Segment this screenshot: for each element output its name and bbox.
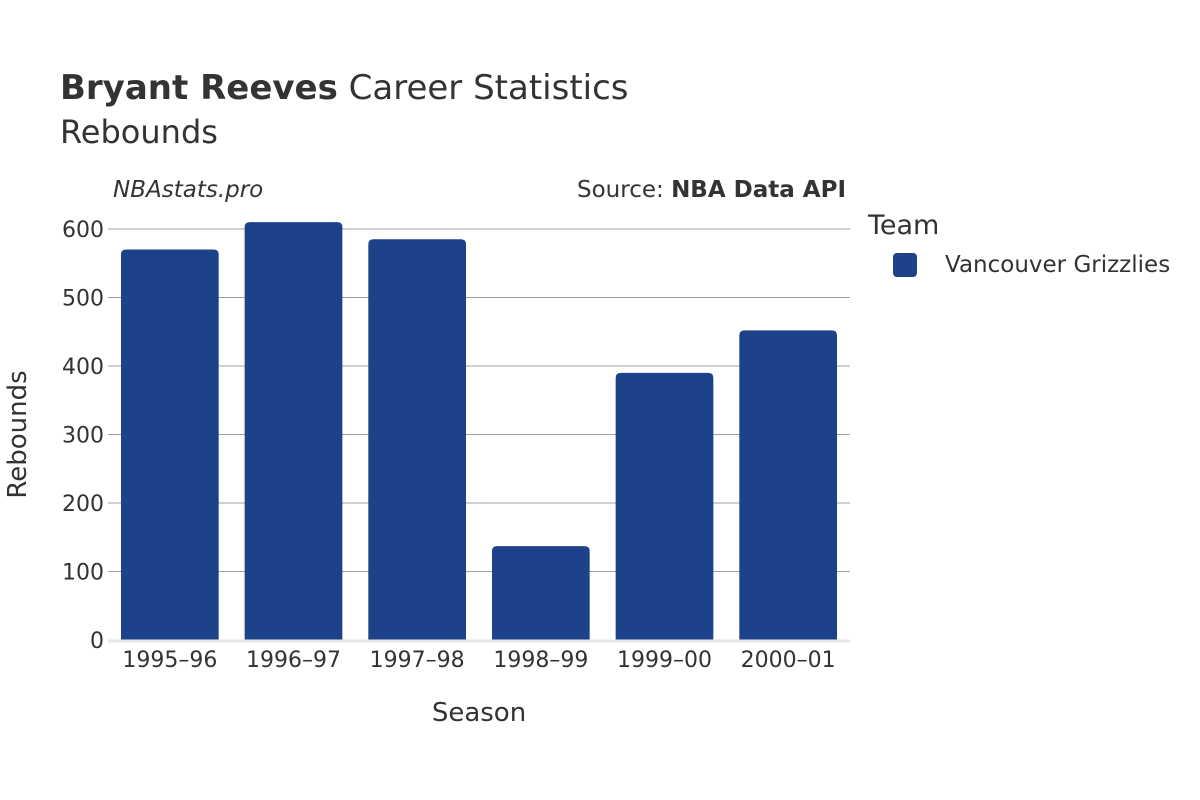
bar-1998–99[interactable] — [491, 546, 590, 640]
chart-subtitle: Rebounds — [60, 113, 218, 151]
bars — [120, 222, 838, 641]
chart-title: Bryant Reeves Career Statistics — [60, 68, 629, 108]
y-tick-label: 200 — [62, 492, 104, 517]
y-tick-label: 500 — [62, 287, 104, 312]
site-credit: NBAstats.pro — [113, 177, 264, 203]
x-tick-label: 1996–97 — [246, 648, 341, 673]
y-tick-label: 600 — [62, 218, 104, 243]
y-axis-title: Rebounds — [3, 370, 33, 498]
bar-1995–96[interactable] — [120, 249, 219, 641]
source-credit: Source: NBA Data API — [577, 177, 846, 203]
grid-lines — [108, 228, 850, 572]
bar-1999–00[interactable] — [615, 372, 714, 640]
bar-1996–97[interactable] — [244, 222, 343, 640]
legend-item-vancouver-grizzlies[interactable]: Vancouver Grizzlies — [893, 252, 1170, 278]
legend-swatch — [893, 253, 917, 277]
y-tick-label: 300 — [62, 424, 104, 449]
x-tick-label: 1997–98 — [370, 648, 465, 673]
bar-1997–98[interactable] — [368, 239, 467, 640]
axes: 0 100 200 300 400 500 600 1995–96 1996–97 1997–98… — [3, 218, 850, 728]
x-tick-label: 1995–96 — [122, 648, 217, 673]
chart-title-rest: Career Statistics — [337, 68, 629, 108]
y-tick-label: 100 — [62, 561, 104, 586]
bar-2000–01[interactable] — [739, 330, 838, 640]
y-tick-label: 0 — [90, 629, 104, 654]
x-tick-label: 1998–99 — [493, 648, 588, 673]
x-tick-label: 2000–01 — [741, 648, 836, 673]
source-name: NBA Data API — [671, 177, 846, 203]
x-tick-label: 1999–00 — [617, 648, 712, 673]
x-axis-title: Season — [432, 698, 526, 728]
legend-label: Vancouver Grizzlies — [945, 252, 1171, 278]
legend-title: Team — [868, 210, 940, 241]
chart-title-player: Bryant Reeves — [60, 68, 338, 108]
source-prefix: Source: — [577, 177, 672, 203]
y-tick-label: 400 — [62, 355, 104, 380]
